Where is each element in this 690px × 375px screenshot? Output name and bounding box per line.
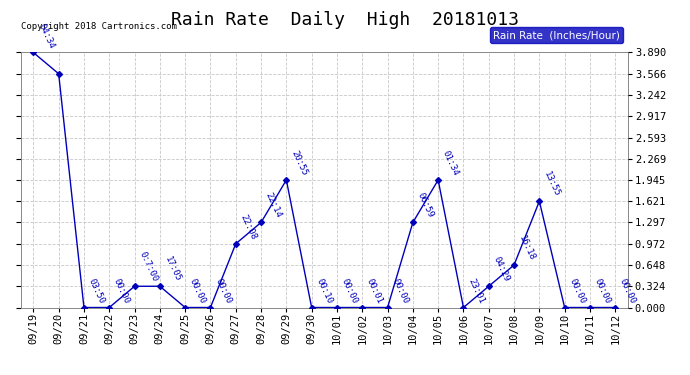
Text: 22:14: 22:14 (264, 192, 284, 220)
Text: 00:00: 00:00 (112, 276, 132, 305)
Text: 20:55: 20:55 (289, 149, 308, 177)
Text: 06:59: 06:59 (415, 192, 435, 220)
Text: 13:55: 13:55 (542, 170, 562, 198)
Text: 00:00: 00:00 (339, 276, 359, 305)
Text: 00:01: 00:01 (365, 276, 384, 305)
Text: 17:05: 17:05 (163, 255, 182, 284)
Text: 00:00: 00:00 (593, 276, 612, 305)
Text: 04:34: 04:34 (36, 21, 56, 50)
Text: 16:18: 16:18 (517, 234, 536, 262)
Text: 00:00: 00:00 (618, 276, 638, 305)
Text: 22:08: 22:08 (239, 213, 258, 241)
Text: 04:29: 04:29 (491, 255, 511, 284)
Text: Rain Rate  Daily  High  20181013: Rain Rate Daily High 20181013 (171, 11, 519, 29)
Text: 23:01: 23:01 (466, 276, 486, 305)
Text: 00:00: 00:00 (391, 276, 410, 305)
Text: Copyright 2018 Cartronics.com: Copyright 2018 Cartronics.com (21, 22, 177, 31)
Legend: Rain Rate  (Inches/Hour): Rain Rate (Inches/Hour) (490, 27, 622, 44)
Text: 00:00: 00:00 (213, 276, 233, 305)
Text: 0:7:00: 0:7:00 (137, 251, 159, 284)
Text: 00:00: 00:00 (188, 276, 208, 305)
Text: 00:00: 00:00 (567, 276, 587, 305)
Text: 00:10: 00:10 (315, 276, 334, 305)
Text: 01:34: 01:34 (441, 149, 460, 177)
Text: 03:50: 03:50 (87, 276, 106, 305)
